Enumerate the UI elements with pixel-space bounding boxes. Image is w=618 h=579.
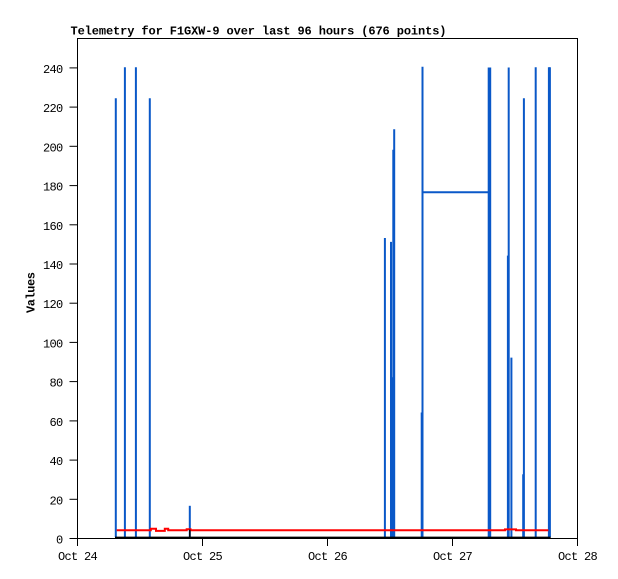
svg-text:Oct 28: Oct 28 — [558, 550, 598, 564]
svg-text:220: 220 — [43, 102, 63, 116]
svg-text:Values: Values — [25, 272, 39, 313]
svg-text:200: 200 — [43, 141, 63, 155]
svg-text:120: 120 — [43, 298, 63, 312]
svg-text:Oct 27: Oct 27 — [433, 550, 473, 564]
svg-text:180: 180 — [43, 181, 63, 195]
svg-text:0: 0 — [56, 534, 63, 548]
svg-text:Oct 26: Oct 26 — [308, 550, 348, 564]
svg-text:Telemetry for F1GXW-9 over las: Telemetry for F1GXW-9 over last 96 hours… — [71, 25, 447, 39]
svg-text:140: 140 — [43, 259, 63, 273]
svg-text:Oct 25: Oct 25 — [183, 550, 223, 564]
svg-text:80: 80 — [49, 377, 63, 391]
svg-text:100: 100 — [43, 337, 63, 351]
svg-text:60: 60 — [49, 416, 63, 430]
svg-text:160: 160 — [43, 220, 63, 234]
svg-text:40: 40 — [49, 455, 63, 469]
svg-text:240: 240 — [43, 63, 63, 77]
svg-text:Oct 24: Oct 24 — [58, 550, 98, 564]
svg-text:20: 20 — [49, 494, 63, 508]
